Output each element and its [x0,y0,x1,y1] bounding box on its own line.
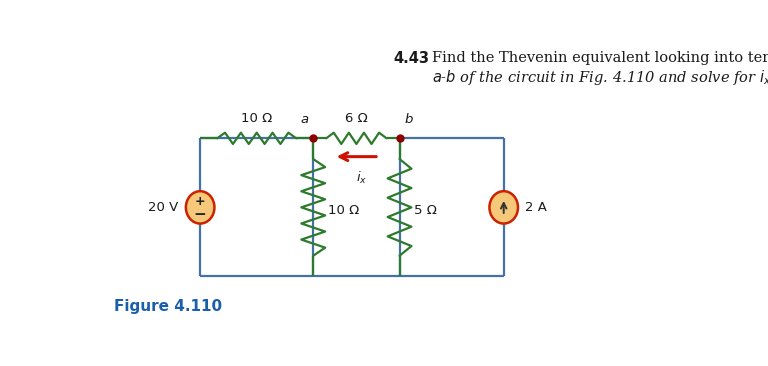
Text: 20 V: 20 V [148,201,179,214]
Text: 10 Ω: 10 Ω [328,204,359,217]
Text: 10 Ω: 10 Ω [241,112,273,125]
Text: +: + [195,195,206,208]
Text: $a$-$b$ of the circuit in Fig. 4.110 and solve for $i_x$.: $a$-$b$ of the circuit in Fig. 4.110 and… [432,68,768,87]
Text: −: − [194,207,207,222]
Text: 4.43: 4.43 [393,51,429,66]
Ellipse shape [186,191,214,224]
Text: a: a [301,113,309,127]
Text: 5 Ω: 5 Ω [415,204,437,217]
Text: b: b [404,113,412,127]
Text: Figure 4.110: Figure 4.110 [114,299,222,314]
Ellipse shape [489,191,518,224]
Text: 6 Ω: 6 Ω [345,112,368,125]
Text: $i_x$: $i_x$ [356,170,367,186]
Text: Find the Thevenin equivalent looking into terminals: Find the Thevenin equivalent looking int… [432,51,768,65]
Text: 2 A: 2 A [525,201,547,214]
